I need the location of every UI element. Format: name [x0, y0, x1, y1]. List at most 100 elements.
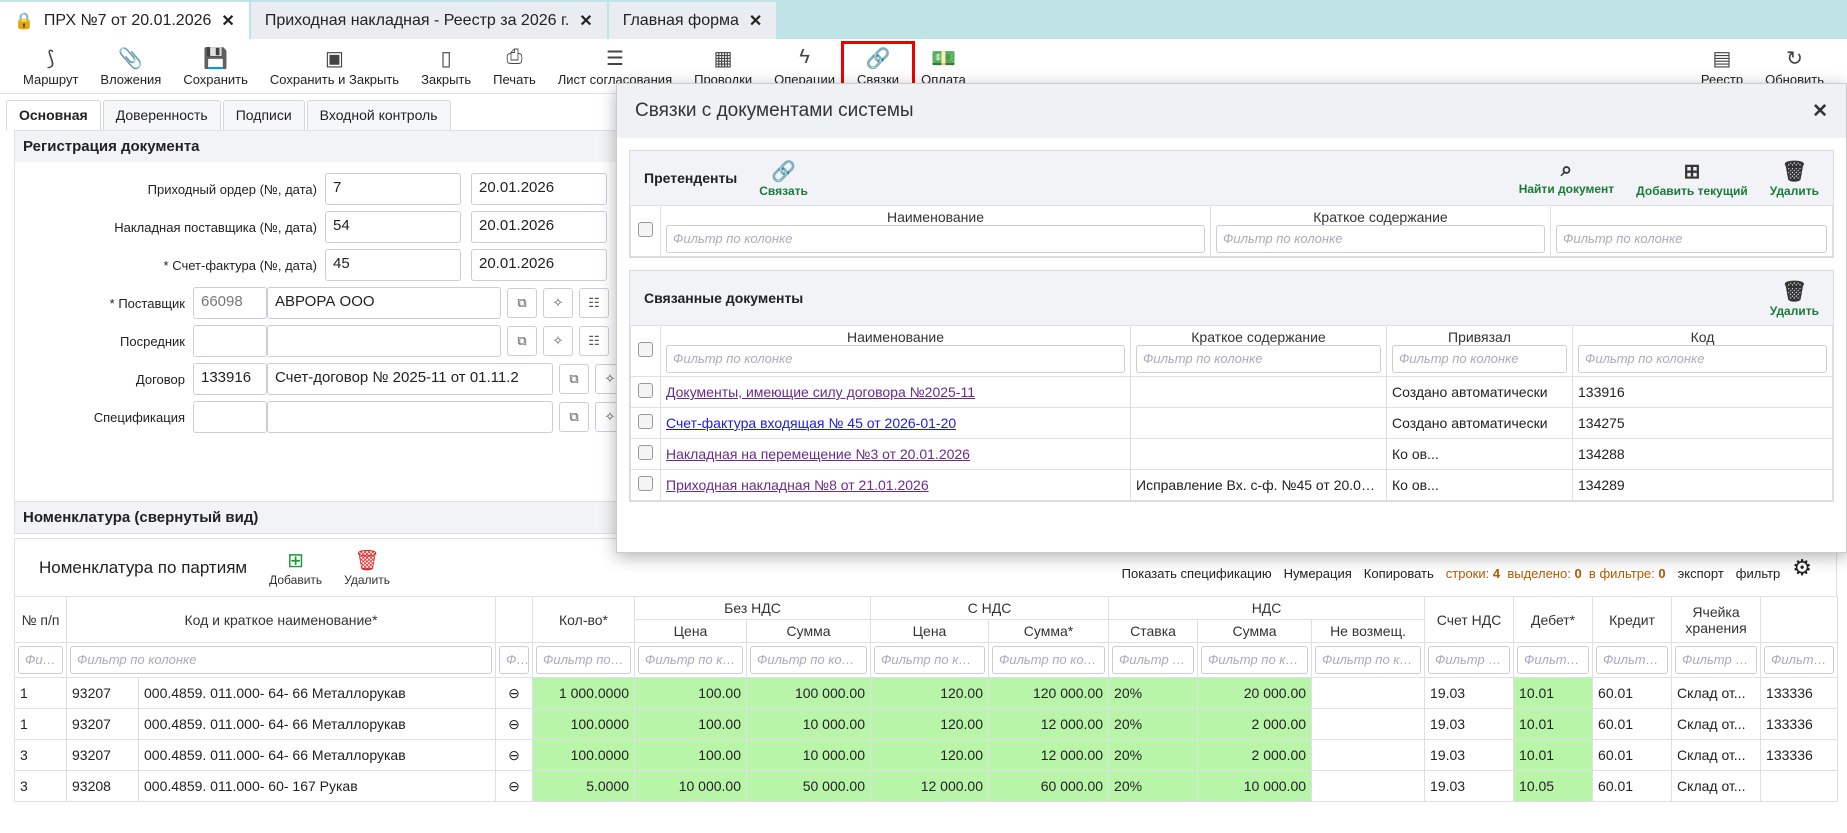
supplier-code-input[interactable]: 66098: [193, 287, 267, 319]
operations-button[interactable]: ϟ Операции: [763, 46, 846, 87]
tab-registry[interactable]: Приходная накладная - Реестр за 2026 г. ✕: [250, 2, 609, 39]
filter-input[interactable]: Фильтр по колонке: [1392, 345, 1567, 373]
contract-code-input[interactable]: 133916: [193, 363, 267, 395]
waybill-number-input[interactable]: 54: [325, 211, 461, 243]
filter-input[interactable]: Фильтр по колонке: [750, 646, 868, 674]
tab-proxy[interactable]: Доверенность: [102, 100, 221, 130]
close-icon[interactable]: ✕: [748, 12, 763, 30]
show-spec-button[interactable]: Показать спецификацию: [1121, 565, 1272, 581]
filter-toggle[interactable]: фильтр: [1735, 565, 1781, 581]
delete-button[interactable]: 🗑 Удалить: [344, 548, 390, 587]
link-icon[interactable]: ⊖: [495, 708, 534, 740]
mediator-code-input[interactable]: [193, 325, 267, 357]
open-icon[interactable]: ⧉: [559, 402, 589, 432]
links-button[interactable]: 🔗 Связки: [840, 41, 916, 92]
filter-input[interactable]: Фильтр по колонке: [874, 646, 986, 674]
table-row[interactable]: Накладная на перемещение №3 от 20.01.202…: [630, 438, 1833, 470]
document-link[interactable]: Приходная накладная №8 от 21.01.2026: [666, 477, 929, 493]
export-button[interactable]: экспорт: [1677, 565, 1724, 581]
filter-input[interactable]: Фильтр по колонке: [1428, 646, 1511, 674]
payment-button[interactable]: 💵 Оплата: [910, 46, 977, 87]
delete-button[interactable]: 🗑 Удалить: [1770, 279, 1819, 318]
close-icon[interactable]: ✕: [1812, 100, 1828, 122]
registry-button[interactable]: ▤ Реестр: [1690, 46, 1754, 87]
link-icon[interactable]: ⊖: [495, 677, 534, 709]
mediator-select[interactable]: [267, 325, 501, 357]
table-row[interactable]: Приходная накладная №8 от 21.01.2026 Испр…: [630, 469, 1833, 501]
filter-input[interactable]: Фильтр по колонке: [666, 225, 1205, 253]
select-all-checkbox[interactable]: [638, 222, 653, 237]
refresh-button[interactable]: ↻ Обновить: [1754, 46, 1835, 87]
row-checkbox[interactable]: [638, 476, 653, 491]
spec-code-input[interactable]: [193, 401, 267, 433]
table-row[interactable]: Документы, имеющие силу договора №2025-1…: [630, 376, 1833, 408]
filter-input[interactable]: Фильтр по колонке: [1517, 646, 1590, 674]
close-button[interactable]: ▯ Закрыть: [410, 46, 482, 87]
copy-button[interactable]: Копировать: [1363, 565, 1434, 581]
contract-select[interactable]: Счет-договор № 2025-11 от 01.11.2: [267, 363, 553, 395]
select-all-checkbox[interactable]: [638, 342, 653, 357]
attachments-button[interactable]: 📎 Вложения: [89, 46, 172, 87]
spec-select[interactable]: [267, 401, 553, 433]
filter-input[interactable]: Фильтр по колонке: [499, 646, 530, 674]
link-icon[interactable]: ⊖: [495, 770, 534, 802]
order-date-input[interactable]: 20.01.2026: [471, 173, 607, 205]
filter-input[interactable]: Фильтр по колонке: [1596, 646, 1669, 674]
table-row[interactable]: Счет-фактура входящая № 45 от 2026-01-20…: [630, 407, 1833, 439]
tree-icon[interactable]: ☷: [579, 326, 609, 356]
row-checkbox[interactable]: [638, 383, 653, 398]
numbering-button[interactable]: Нумерация: [1283, 565, 1352, 581]
table-row[interactable]: 1 93207 000.4859. 011.000- 64- 66 Металлор…: [14, 677, 1839, 709]
filter-input[interactable]: Фильтр по колонке: [992, 646, 1106, 674]
table-row[interactable]: 3 93207 000.4859. 011.000- 64- 66 Металлор…: [14, 739, 1839, 771]
tab-main[interactable]: Основная: [6, 100, 101, 130]
gear-icon[interactable]: ⚙: [1792, 554, 1812, 580]
row-checkbox[interactable]: [638, 445, 653, 460]
document-link[interactable]: Счет-фактура входящая № 45 от 2026-01-20: [666, 415, 957, 431]
filter-input[interactable]: Фильтр по колонке: [1112, 646, 1195, 674]
save-close-button[interactable]: ▣ Сохранить и Закрыть: [259, 46, 410, 87]
find-document-button[interactable]: ⌕ Найти документ: [1519, 159, 1614, 198]
filter-input[interactable]: Фильтр по колонке: [1315, 646, 1422, 674]
filter-input[interactable]: Фильтр по колонке: [1216, 225, 1545, 253]
table-row[interactable]: 1 93207 000.4859. 011.000- 64- 66 Металлор…: [14, 708, 1839, 740]
filter-input[interactable]: Фильтр по колонке: [18, 646, 63, 674]
save-button[interactable]: 💾 Сохранить: [172, 46, 259, 87]
postings-button[interactable]: ▦ Проводки: [683, 46, 763, 87]
close-icon[interactable]: ✕: [221, 12, 235, 30]
add-current-button[interactable]: ⊞ Добавить текущий: [1636, 159, 1748, 198]
invoice-number-input[interactable]: 45: [325, 249, 461, 281]
filter-input[interactable]: Фильтр по колонке: [1136, 345, 1381, 373]
close-icon[interactable]: ✕: [579, 12, 593, 30]
document-link[interactable]: Документы, имеющие силу договора №2025-1…: [666, 384, 975, 400]
print-button[interactable]: ⎙ Печать: [482, 46, 547, 87]
row-checkbox[interactable]: [638, 414, 653, 429]
route-button[interactable]: ⟆ Маршрут: [12, 46, 89, 87]
table-row[interactable]: 3 93208 000.4859. 011.000- 60- 167 Рукав ⊖ 5…: [14, 770, 1839, 802]
filter-input[interactable]: Фильтр по колонке: [1556, 225, 1827, 253]
filter-input[interactable]: Фильтр по колонке: [1675, 646, 1758, 674]
waybill-date-input[interactable]: 20.01.2026: [471, 211, 607, 243]
filter-input[interactable]: Фильтр по колонке: [1578, 345, 1827, 373]
delete-button[interactable]: 🗑 Удалить: [1770, 159, 1819, 198]
filter-input[interactable]: Фильтр по колонке: [1201, 646, 1309, 674]
tab-input-control[interactable]: Входной контроль: [306, 100, 451, 130]
open-icon[interactable]: ⧉: [559, 364, 589, 394]
supplier-select[interactable]: АВРОРА ООО: [267, 287, 501, 319]
invoice-date-input[interactable]: 20.01.2026: [471, 249, 607, 281]
tab-signatures[interactable]: Подписи: [222, 100, 305, 130]
open-icon[interactable]: ⧉: [507, 326, 537, 356]
open-icon[interactable]: ⧉: [507, 288, 537, 318]
document-link[interactable]: Накладная на перемещение №3 от 20.01.202…: [666, 446, 970, 462]
order-number-input[interactable]: 7: [325, 173, 461, 205]
filter-input[interactable]: Фильтр по колонке: [666, 345, 1125, 373]
link-icon[interactable]: ⊖: [495, 739, 534, 771]
tab-prx[interactable]: 🔒 ПРХ №7 от 20.01.2026 ✕: [0, 2, 251, 39]
filter-input[interactable]: Фильтр по колонке: [70, 646, 493, 674]
filter-input[interactable]: Фильтр по колонке: [638, 646, 744, 674]
tab-main-form[interactable]: Главная форма ✕: [608, 2, 779, 39]
approval-sheet-button[interactable]: ☰ Лист согласования: [547, 46, 683, 87]
magic-wand-icon[interactable]: ✧: [543, 288, 573, 318]
magic-wand-icon[interactable]: ✧: [543, 326, 573, 356]
link-button[interactable]: 🔗 Связать: [759, 159, 808, 198]
